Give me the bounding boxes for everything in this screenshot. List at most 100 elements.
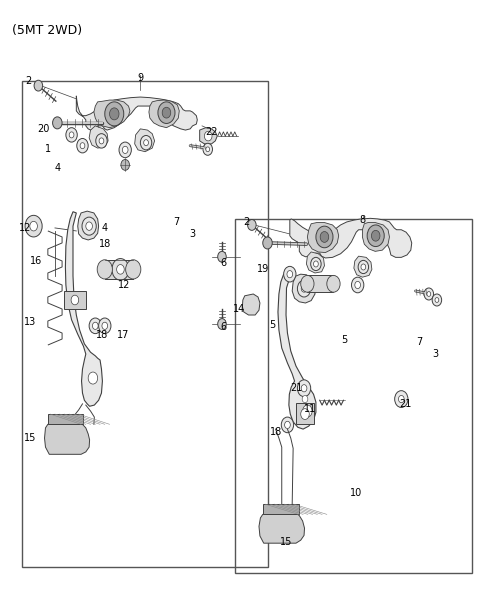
Circle shape [206, 147, 210, 152]
Circle shape [158, 102, 175, 124]
Polygon shape [263, 504, 299, 514]
Circle shape [284, 267, 296, 282]
Circle shape [99, 138, 104, 144]
Text: 1: 1 [45, 144, 51, 154]
Circle shape [121, 159, 130, 170]
Circle shape [204, 132, 212, 141]
Polygon shape [306, 252, 324, 273]
Text: 15: 15 [280, 537, 293, 547]
Circle shape [77, 139, 88, 153]
Text: 10: 10 [350, 488, 362, 498]
Circle shape [367, 225, 384, 247]
Circle shape [427, 291, 431, 296]
Bar [307, 275, 334, 292]
Text: 3: 3 [432, 349, 439, 359]
Circle shape [311, 258, 321, 270]
Text: 21: 21 [399, 399, 411, 409]
Polygon shape [149, 100, 179, 128]
Bar [64, 291, 86, 309]
Circle shape [281, 417, 294, 433]
Polygon shape [354, 256, 372, 277]
Circle shape [203, 143, 213, 155]
Bar [105, 260, 133, 279]
Circle shape [97, 260, 112, 279]
Circle shape [285, 421, 290, 428]
Text: 7: 7 [173, 217, 179, 227]
Circle shape [355, 281, 360, 288]
Circle shape [93, 322, 98, 330]
Text: 13: 13 [24, 317, 36, 327]
Circle shape [102, 322, 108, 330]
Circle shape [122, 146, 128, 153]
Text: 5: 5 [269, 320, 276, 330]
Circle shape [301, 285, 307, 292]
Circle shape [361, 264, 366, 270]
Circle shape [80, 142, 85, 148]
Circle shape [298, 380, 311, 397]
Polygon shape [76, 96, 197, 130]
Circle shape [263, 237, 272, 249]
Circle shape [162, 107, 171, 118]
Text: 15: 15 [24, 433, 36, 443]
Polygon shape [45, 424, 90, 454]
Text: 12: 12 [118, 280, 130, 290]
Text: 6: 6 [220, 322, 227, 332]
Circle shape [302, 396, 308, 402]
Text: 9: 9 [137, 73, 144, 83]
Text: 12: 12 [19, 223, 31, 233]
Circle shape [313, 261, 318, 267]
Text: 5: 5 [341, 335, 348, 345]
Circle shape [88, 372, 97, 384]
Text: 16: 16 [30, 256, 42, 266]
Circle shape [372, 230, 380, 241]
Text: (5MT 2WD): (5MT 2WD) [12, 24, 83, 37]
Circle shape [424, 288, 433, 300]
Circle shape [301, 408, 309, 419]
Circle shape [112, 259, 129, 280]
Circle shape [98, 318, 111, 334]
Circle shape [71, 295, 79, 305]
Circle shape [358, 261, 369, 273]
Circle shape [248, 219, 256, 230]
Circle shape [86, 222, 93, 230]
Text: 2: 2 [26, 76, 32, 86]
Circle shape [126, 260, 141, 279]
Circle shape [218, 251, 226, 262]
Text: 4: 4 [54, 163, 60, 173]
Circle shape [82, 217, 96, 235]
Text: 4: 4 [102, 223, 108, 233]
Polygon shape [200, 128, 217, 144]
Polygon shape [259, 513, 304, 543]
Circle shape [69, 132, 74, 138]
Text: 3: 3 [190, 229, 196, 239]
Circle shape [53, 117, 62, 129]
Circle shape [117, 265, 124, 274]
Text: 19: 19 [257, 264, 269, 275]
Text: 14: 14 [233, 304, 245, 314]
Circle shape [435, 298, 439, 302]
Circle shape [316, 226, 333, 248]
Polygon shape [135, 129, 155, 152]
Text: 20: 20 [37, 124, 49, 134]
Circle shape [287, 270, 293, 278]
Text: 18: 18 [96, 330, 108, 340]
Polygon shape [89, 126, 108, 148]
Polygon shape [307, 222, 339, 253]
Bar [22, 81, 268, 567]
Text: 22: 22 [205, 127, 218, 137]
Polygon shape [48, 414, 84, 424]
Text: 7: 7 [416, 337, 422, 347]
Circle shape [140, 136, 152, 150]
Circle shape [302, 405, 312, 417]
Polygon shape [290, 218, 412, 258]
Text: 8: 8 [360, 215, 365, 225]
Text: 18: 18 [270, 427, 283, 437]
Bar [296, 403, 314, 424]
Polygon shape [78, 211, 98, 240]
Circle shape [301, 275, 314, 292]
Circle shape [119, 142, 132, 158]
Circle shape [25, 215, 42, 237]
Polygon shape [94, 100, 130, 128]
Circle shape [298, 280, 311, 297]
Circle shape [395, 391, 408, 407]
